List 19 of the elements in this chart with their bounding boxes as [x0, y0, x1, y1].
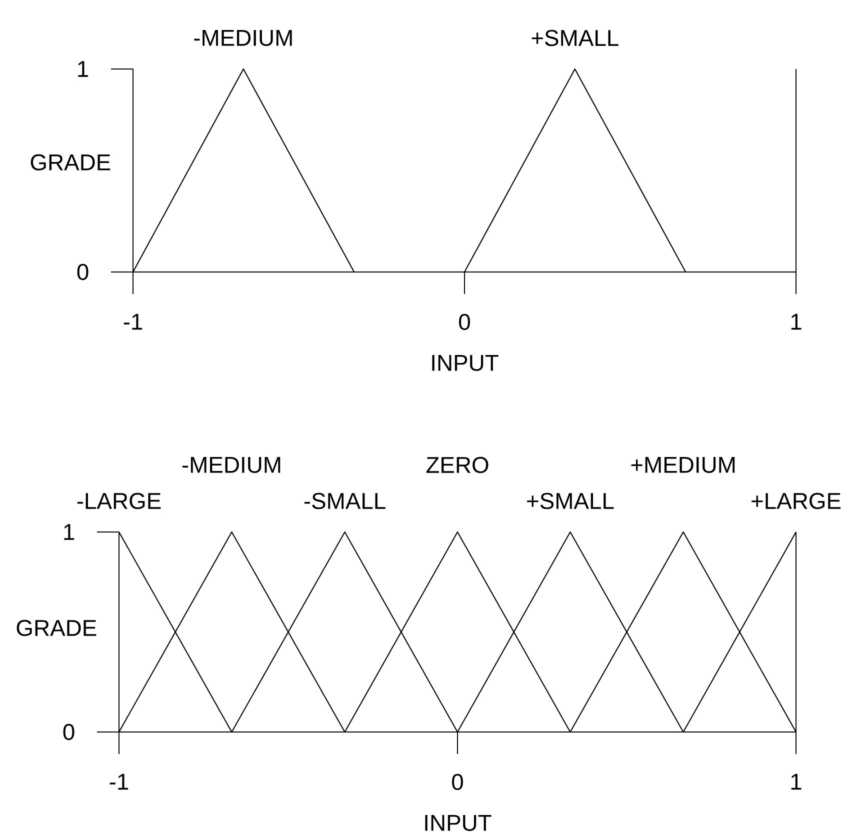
text: +MEDIUM [631, 457, 735, 473]
text: ZERO [426, 456, 488, 474]
series-label: +SMALL [532, 30, 618, 46]
x-axis-title: INPUT [425, 815, 492, 831]
series-label: -LARGE [77, 492, 161, 510]
y-axis-title: GRADE [16, 620, 96, 636]
y-axis-title: GRADE [30, 154, 110, 170]
series-label: +SMALL [527, 492, 614, 510]
series-label: -SMALL [304, 492, 386, 510]
x-tick-label: 1 [791, 314, 802, 330]
series-label: +LARGE [752, 492, 841, 510]
x-tick-label: -1 [110, 774, 128, 790]
series-label: -MEDIUM [194, 30, 292, 46]
x-tick-label: 0 [459, 314, 470, 330]
text: -MEDIUM [182, 457, 280, 473]
x-axis-title: INPUT [432, 355, 498, 371]
x-tick-label: -1 [124, 314, 142, 330]
x-tick-label: 0 [452, 774, 463, 790]
x-tick-label: 1 [791, 774, 802, 790]
